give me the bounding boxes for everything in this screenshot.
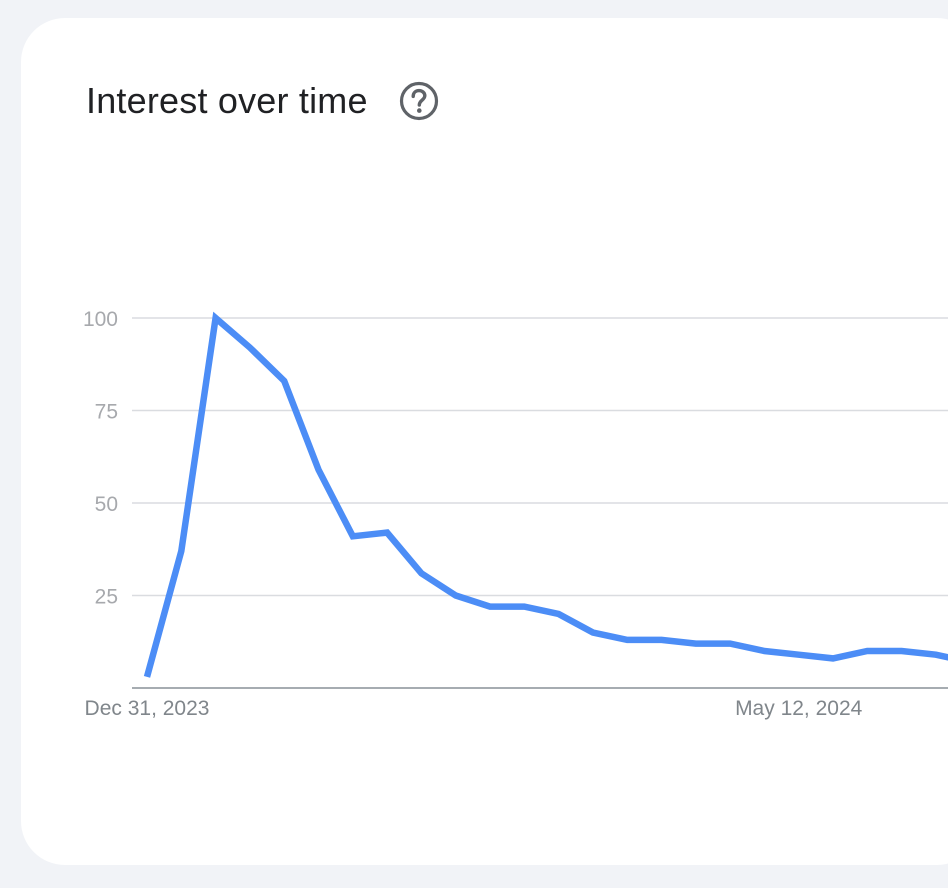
y-tick-label-50: 50 [95, 493, 118, 516]
y-tick-label-75: 75 [95, 401, 118, 424]
chart-card [21, 18, 948, 865]
y-tick-label-100: 100 [83, 308, 118, 331]
chart-header: Interest over time [86, 80, 440, 122]
y-tick-label-25: 25 [95, 586, 118, 609]
help-circle-icon[interactable] [398, 80, 440, 122]
x-tick-label-1: May 12, 2024 [735, 697, 863, 720]
series-line-0 [143, 311, 948, 678]
x-tick-label-0: Dec 31, 2023 [85, 697, 210, 720]
chart-title: Interest over time [86, 80, 368, 121]
